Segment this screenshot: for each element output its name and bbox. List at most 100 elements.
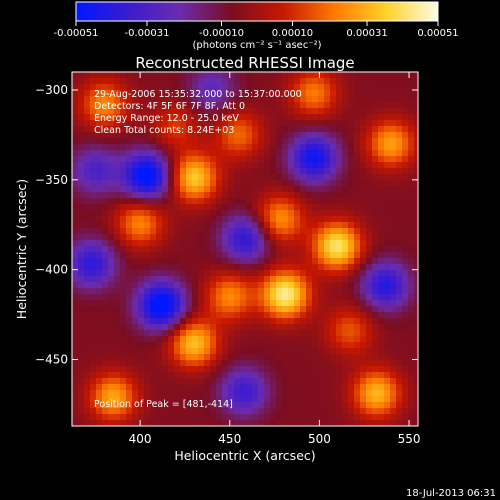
heatmap-cell xyxy=(366,306,373,313)
heatmap-cell xyxy=(252,72,259,79)
heatmap-cell xyxy=(324,324,331,331)
heatmap-cell xyxy=(390,90,397,97)
heatmap-cell xyxy=(276,336,283,343)
heatmap-cell xyxy=(366,234,373,241)
heatmap-cell xyxy=(102,282,109,289)
heatmap-cell xyxy=(144,384,151,391)
heatmap-cell xyxy=(132,342,139,349)
heatmap-cell xyxy=(90,312,97,319)
heatmap-cell xyxy=(288,102,295,109)
heatmap-cell xyxy=(222,402,229,409)
heatmap-cell xyxy=(258,240,265,247)
heatmap-cell xyxy=(138,210,145,217)
heatmap-cell xyxy=(372,114,379,121)
heatmap-cell xyxy=(396,102,403,109)
heatmap-cell xyxy=(90,156,97,163)
heatmap-cell xyxy=(168,414,175,421)
heatmap-cell xyxy=(120,216,127,223)
heatmap-cell xyxy=(246,198,253,205)
heatmap-cell xyxy=(354,318,361,325)
heatmap-cell xyxy=(336,318,343,325)
heatmap-cell xyxy=(390,234,397,241)
heatmap-cell xyxy=(408,186,415,193)
heatmap-cell xyxy=(252,324,259,331)
heatmap-cell xyxy=(174,186,181,193)
heatmap-cell xyxy=(84,138,91,145)
heatmap-cell xyxy=(306,384,313,391)
heatmap-cell xyxy=(84,366,91,373)
heatmap-cell xyxy=(402,390,409,397)
heatmap-cell xyxy=(84,114,91,121)
heatmap-cell xyxy=(312,372,319,379)
heatmap-cell xyxy=(132,318,139,325)
heatmap-cell xyxy=(414,276,418,283)
heatmap-cell xyxy=(150,138,157,145)
heatmap-cell xyxy=(360,330,367,337)
heatmap-cell xyxy=(282,102,289,109)
heatmap-cell xyxy=(150,210,157,217)
heatmap-cell xyxy=(264,246,271,253)
heatmap-cell xyxy=(300,396,307,403)
heatmap-cell xyxy=(408,132,415,139)
heatmap-cell xyxy=(294,258,301,265)
heatmap-cell xyxy=(348,186,355,193)
heatmap-cell xyxy=(294,270,301,277)
heatmap-cell xyxy=(396,162,403,169)
heatmap-cell xyxy=(270,102,277,109)
heatmap-cell xyxy=(162,90,169,97)
heatmap-cell xyxy=(216,330,223,337)
heatmap-cell xyxy=(324,216,331,223)
heatmap-cell xyxy=(90,234,97,241)
heatmap-cell xyxy=(252,204,259,211)
heatmap-cell xyxy=(156,174,163,181)
heatmap-cell xyxy=(150,276,157,283)
heatmap-cell xyxy=(234,270,241,277)
heatmap-cell xyxy=(294,348,301,355)
heatmap-cell xyxy=(96,96,103,103)
heatmap-cell xyxy=(234,318,241,325)
heatmap-cell xyxy=(144,198,151,205)
heatmap-cell xyxy=(234,96,241,103)
heatmap-cell xyxy=(246,378,253,385)
heatmap-cell xyxy=(84,360,91,367)
heatmap-cell xyxy=(156,414,163,421)
heatmap-cell xyxy=(354,312,361,319)
heatmap-cell xyxy=(354,300,361,307)
heatmap-cell xyxy=(162,216,169,223)
heatmap-cell xyxy=(414,336,418,343)
heatmap-cell xyxy=(252,126,259,133)
heatmap-cell xyxy=(210,354,217,361)
heatmap-cell xyxy=(318,240,325,247)
heatmap-cell xyxy=(390,102,397,109)
heatmap-cell xyxy=(282,312,289,319)
heatmap-cell xyxy=(186,330,193,337)
heatmap-cell xyxy=(264,408,271,415)
colorbar: -0.00051 -0.00031 -0.00010 0.00010 0.00031 0.… xyxy=(54,1,459,51)
heatmap-cell xyxy=(324,354,331,361)
heatmap-cell xyxy=(192,144,199,151)
heatmap-cell xyxy=(384,102,391,109)
heatmap-cell xyxy=(216,306,223,313)
heatmap-cell xyxy=(84,144,91,151)
heatmap-cell xyxy=(408,402,415,409)
heatmap-cell xyxy=(378,204,385,211)
heatmap-cell xyxy=(396,168,403,175)
heatmap-cell xyxy=(306,198,313,205)
heatmap-cell xyxy=(402,204,409,211)
heatmap-cell xyxy=(114,390,121,397)
heatmap-cell xyxy=(318,156,325,163)
heatmap-cell xyxy=(228,264,235,271)
heatmap-cell xyxy=(240,276,247,283)
heatmap-cell xyxy=(348,318,355,325)
heatmap-cell xyxy=(408,168,415,175)
heatmap-cell xyxy=(264,228,271,235)
heatmap-cell xyxy=(384,162,391,169)
heatmap-cell xyxy=(72,120,79,127)
heatmap-cell xyxy=(282,336,289,343)
heatmap-cell xyxy=(282,288,289,295)
heatmap-cell xyxy=(150,354,157,361)
heatmap-cell xyxy=(150,396,157,403)
heatmap-cell xyxy=(192,372,199,379)
heatmap-cell xyxy=(78,114,85,121)
heatmap-cell xyxy=(276,180,283,187)
